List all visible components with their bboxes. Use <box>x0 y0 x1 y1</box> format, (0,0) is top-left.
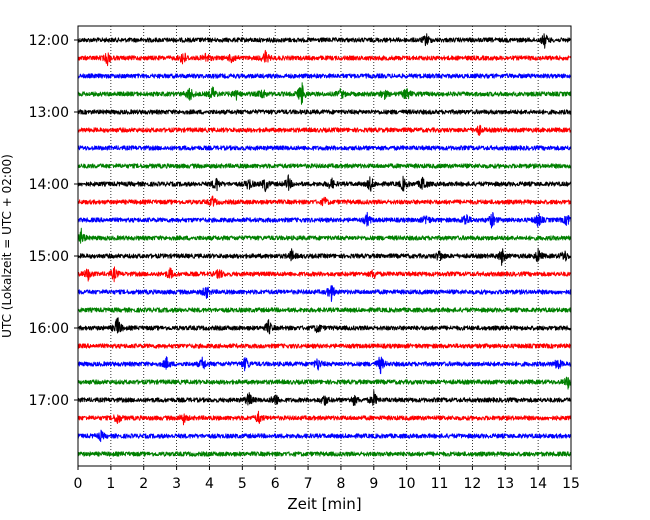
trace-1400 <box>77 174 572 193</box>
x-tick-label: 12 <box>463 476 481 492</box>
trace-1215 <box>77 49 572 67</box>
x-tick-label: 0 <box>74 476 83 492</box>
x-tick-label: 15 <box>562 476 580 492</box>
trace-1200 <box>77 33 572 49</box>
trace-1730 <box>77 429 572 443</box>
trace-1630 <box>77 356 572 375</box>
trace-1345 <box>77 163 572 169</box>
x-tick-label: 14 <box>529 476 547 492</box>
x-tick-label: 2 <box>139 476 148 492</box>
x-tick-label: 3 <box>172 476 181 492</box>
trace-1300 <box>77 109 572 115</box>
x-tick-label: 13 <box>496 476 514 492</box>
x-axis-title: Zeit [min] <box>287 495 361 513</box>
y-tick-label: 16:00 <box>29 321 69 337</box>
trace-1700 <box>77 390 572 406</box>
x-axis: 0 1 2 3 4 5 6 7 8 9 10 11 12 13 14 15 <box>74 466 580 492</box>
y-axis-title: UTC (Lokalzeit = UTC + 02:00) <box>0 154 14 338</box>
x-tick-label: 4 <box>205 476 214 492</box>
x-tick-label: 11 <box>431 476 449 492</box>
trace-1715 <box>77 410 572 426</box>
x-tick-label: 9 <box>369 476 378 492</box>
trace-1415 <box>77 195 572 207</box>
trace-1545 <box>77 307 572 313</box>
y-axis: 12:00 13:00 14:00 15:00 16:00 17:00 <box>29 33 78 409</box>
plot-frame <box>77 25 572 467</box>
trace-1515 <box>77 266 572 283</box>
y-tick-label: 17:00 <box>29 393 69 409</box>
x-tick-label: 5 <box>238 476 247 492</box>
x-tick-label: 7 <box>304 476 313 492</box>
trace-1315 <box>77 124 572 136</box>
trace-1330 <box>77 145 572 151</box>
trace-1500 <box>77 247 572 266</box>
trace-1530 <box>77 285 572 302</box>
x-tick-label: 8 <box>336 476 345 492</box>
trace-1445 <box>77 227 572 244</box>
trace-1230 <box>77 73 572 79</box>
trace-1600 <box>77 317 572 335</box>
x-tick-label: 10 <box>398 476 416 492</box>
trace-1245 <box>77 82 572 105</box>
x-tick-label: 1 <box>106 476 115 492</box>
x-tick-label: 6 <box>271 476 280 492</box>
trace-1615 <box>77 343 572 349</box>
trace-1430 <box>77 211 572 229</box>
trace-1745 <box>77 451 572 457</box>
minute-grid-lines <box>110 26 539 466</box>
y-tick-label: 13:00 <box>29 105 69 121</box>
y-tick-label: 12:00 <box>29 33 69 49</box>
y-tick-label: 15:00 <box>29 249 69 265</box>
trace-1645 <box>77 376 572 390</box>
trace-lines <box>77 33 572 457</box>
y-tick-label: 14:00 <box>29 177 69 193</box>
